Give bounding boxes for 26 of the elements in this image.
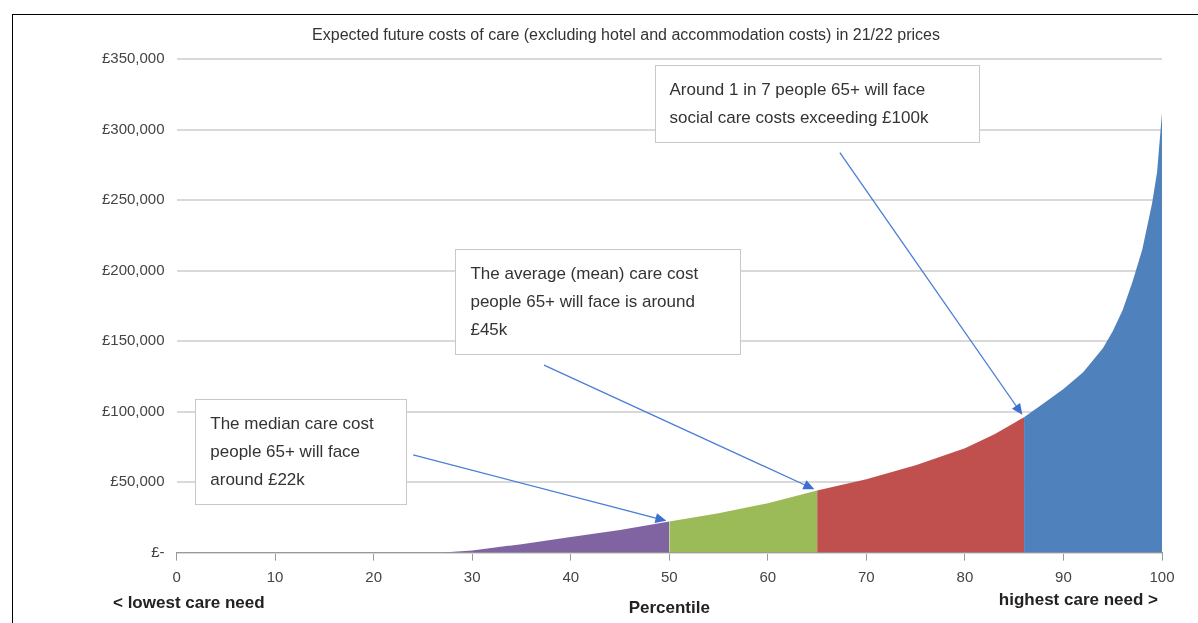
y-tick-label: £250,000	[101, 190, 165, 208]
x-tick-label: 50	[660, 567, 678, 585]
x-tick-label: 100	[1149, 567, 1175, 585]
y-tick-label: £350,000	[101, 49, 165, 67]
x-tick-label: 30	[463, 567, 481, 585]
callout-box: Around 1 in 7 people 65+ will face social care costs exceeding £100k	[654, 64, 980, 143]
y-tick-label: £200,000	[101, 260, 165, 278]
x-tick-label: 40	[562, 567, 580, 585]
x-tick-label: 20	[365, 567, 382, 585]
y-tick-label: £150,000	[101, 331, 165, 349]
x-tick-label: 10	[266, 567, 284, 585]
callout-box: The average (mean) care cost people 65+ will face is around £45k	[455, 249, 742, 356]
x-tick-label: 80	[956, 567, 974, 585]
x-tick-label: 90	[1055, 567, 1072, 585]
y-tick-label: £300,000	[101, 119, 165, 137]
y-tick-label: £100,000	[101, 401, 165, 419]
text: < lowest care need	[113, 593, 265, 613]
x-axis-title: Percentile	[628, 598, 710, 618]
chart-title: Expected future costs of care (excluding hotel and accommodation costs) in 21/22 prices	[312, 26, 940, 44]
x-tick-label: 0	[172, 567, 181, 585]
y-tick-label: £50,000	[110, 472, 165, 490]
x-tick-label: 60	[759, 567, 777, 585]
y-tick-label: £-	[151, 542, 165, 560]
x-tick-label: 70	[858, 567, 875, 585]
callout-box: The median care cost people 65+ will face around £22k	[195, 398, 408, 505]
text: highest care need >	[998, 590, 1158, 610]
